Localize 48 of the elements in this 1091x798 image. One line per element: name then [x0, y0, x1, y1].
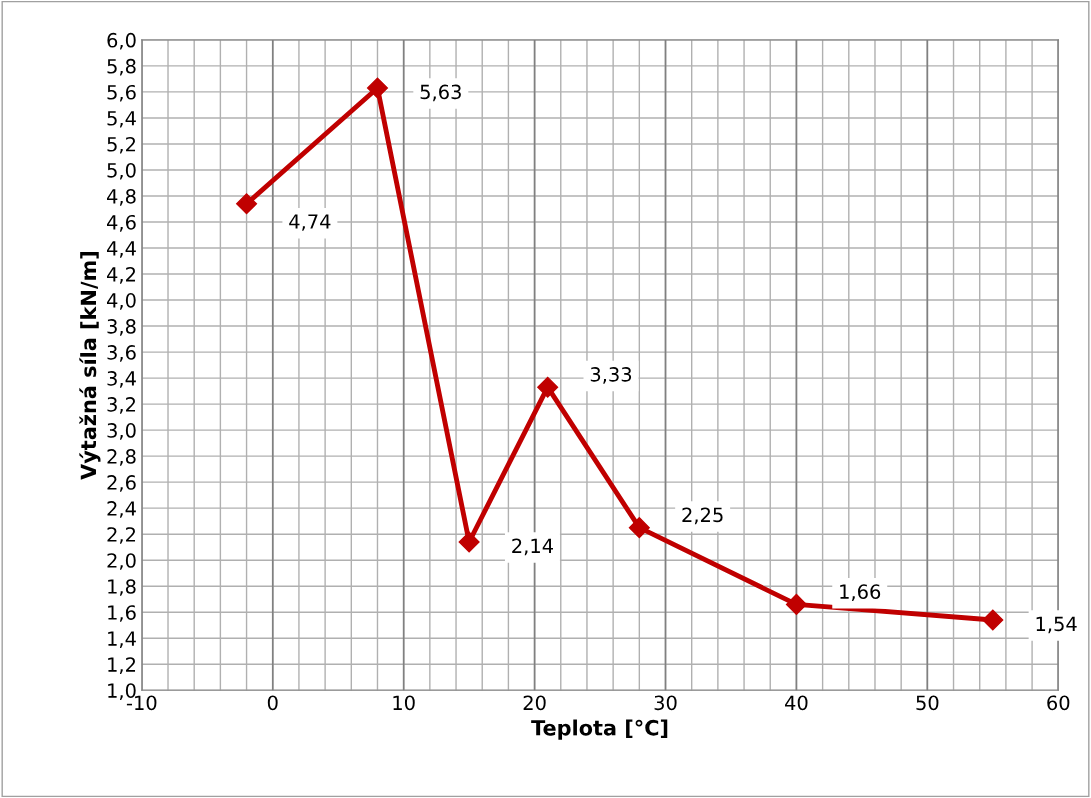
y-tick-label: 4,0 [107, 293, 136, 310]
y-tick-label: 5,4 [107, 111, 136, 128]
y-tick-label: 4,8 [107, 188, 136, 206]
y-tick-label: 6,0 [107, 32, 136, 50]
x-tick-label: 50 [916, 695, 939, 711]
x-tick-label: 60 [1047, 695, 1070, 711]
x-tick-label: 0 [267, 695, 278, 711]
data-label: 1,66 [840, 584, 881, 601]
data-label: 5,63 [420, 84, 461, 102]
y-tick-label: 2,8 [107, 449, 136, 466]
data-label: 2,25 [682, 507, 723, 525]
y-tick-label: 4,4 [107, 241, 136, 258]
y-tick-label: 3,4 [107, 371, 136, 388]
data-label: 2,14 [512, 538, 553, 556]
y-tick-label: 5,6 [107, 84, 136, 102]
y-tick-label: 2,2 [107, 527, 136, 544]
y-tick-label: 4,2 [107, 266, 136, 284]
y-tick-label: 5,2 [107, 136, 136, 154]
y-tick-label: 2,0 [107, 553, 136, 570]
point [236, 193, 258, 215]
x-tick-label: 40 [785, 695, 808, 711]
x-tick-label: 30 [654, 695, 677, 711]
y-tick-label: 1,2 [108, 657, 136, 674]
data-label: 1,54 [1036, 616, 1077, 634]
y-tick-label: 1,8 [108, 579, 136, 596]
y-tick-label: 1,6 [108, 605, 136, 622]
point [785, 593, 807, 615]
y-tick-label: 5,8 [107, 58, 136, 76]
y-tick-label: 3,6 [107, 345, 136, 362]
point [982, 609, 1004, 631]
y-tick-label: 5,0 [107, 162, 136, 180]
x-axis-title: Teplota [°C] [531, 719, 668, 740]
point [537, 376, 559, 398]
data-label: 3,33 [590, 367, 632, 384]
y-tick-label: 2,6 [107, 475, 136, 492]
point [458, 531, 480, 553]
point [366, 77, 389, 99]
y-axis-title: Výtažná síla [kN/m] [79, 252, 101, 480]
y-tick-label: 1,4 [108, 631, 136, 648]
y-tick-label: 2,4 [107, 501, 136, 518]
y-tick-label: 4,6 [107, 214, 136, 232]
point [628, 517, 650, 539]
y-tick-label: 3,8 [107, 319, 136, 336]
data-label: 4,74 [289, 214, 331, 231]
x-tick-label: 20 [523, 695, 546, 711]
y-tick-label: 3,0 [107, 423, 136, 440]
y-tick-label: 3,2 [107, 397, 136, 414]
x-tick-label: 10 [393, 695, 415, 711]
